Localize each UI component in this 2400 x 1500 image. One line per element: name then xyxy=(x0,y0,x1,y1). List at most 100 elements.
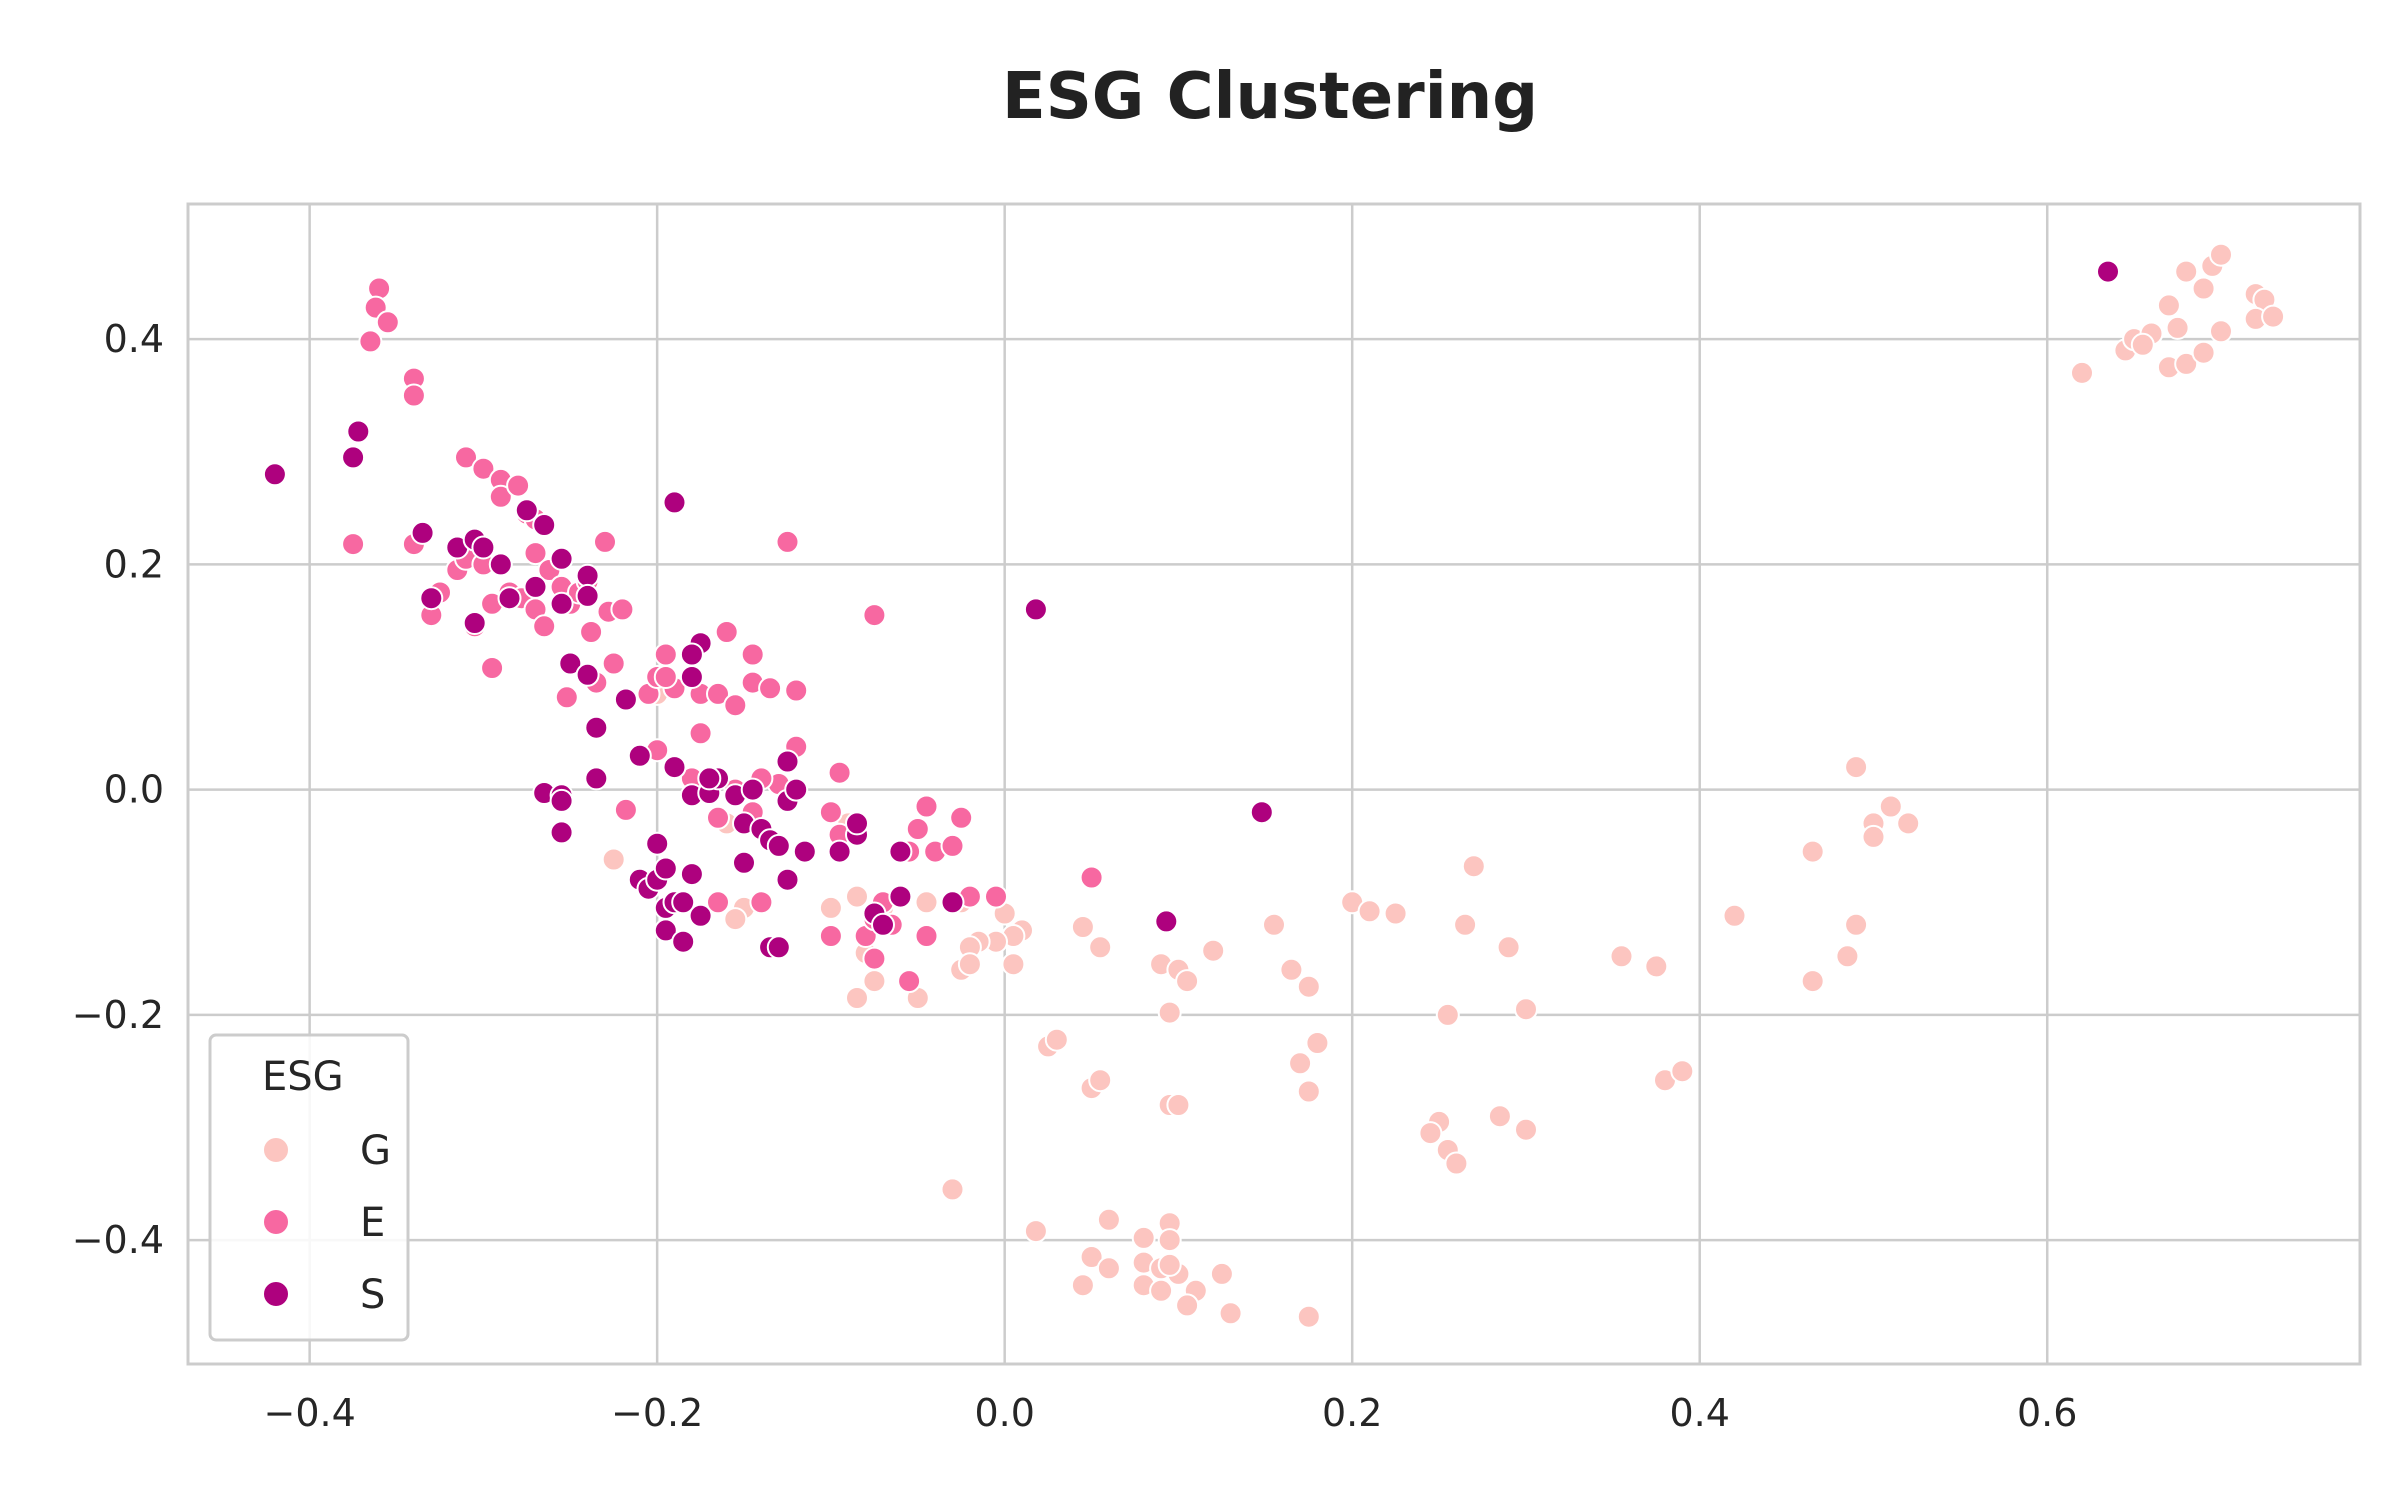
data-point-g xyxy=(1609,944,1634,969)
y-tick-label: −0.2 xyxy=(72,993,164,1037)
data-point-s xyxy=(613,687,638,712)
data-point-s xyxy=(766,833,791,858)
data-point-s xyxy=(471,535,496,560)
legend: ES G GES xyxy=(208,1033,410,1342)
data-point-s xyxy=(688,903,713,928)
x-tick-label: 0.2 xyxy=(1322,1391,1382,1435)
data-point-s xyxy=(775,867,800,892)
legend-marker-e xyxy=(262,1208,290,1236)
data-point-g xyxy=(1088,1068,1113,1093)
data-point-g xyxy=(2191,276,2216,301)
data-point-s xyxy=(871,912,895,937)
data-point-s xyxy=(1023,597,1048,622)
data-point-g xyxy=(723,907,748,932)
data-point-s xyxy=(1249,800,1274,825)
data-point-g xyxy=(1670,1059,1695,1084)
data-point-g xyxy=(1722,903,1747,928)
data-point-g xyxy=(1383,901,1408,926)
data-point-e xyxy=(358,329,383,354)
data-point-e xyxy=(758,676,783,701)
data-point-e xyxy=(488,484,513,509)
data-point-g xyxy=(1296,1304,1321,1329)
data-point-s xyxy=(662,490,687,515)
data-point-g xyxy=(2165,315,2190,340)
data-point-g xyxy=(1201,938,1226,963)
data-point-g xyxy=(1800,969,1825,994)
data-point-e xyxy=(706,805,730,830)
data-point-e xyxy=(784,678,809,703)
data-point-s xyxy=(740,777,765,802)
data-point-s xyxy=(784,777,809,802)
chart-title: ESG Clustering xyxy=(1002,60,1538,134)
data-point-e xyxy=(740,642,765,667)
data-point-g xyxy=(1435,1002,1460,1027)
data-point-e xyxy=(775,529,800,554)
data-point-e xyxy=(480,656,505,680)
data-point-s xyxy=(549,591,574,616)
data-point-e xyxy=(940,833,965,858)
data-point-g xyxy=(862,969,887,994)
data-point-e xyxy=(653,665,678,689)
data-point-g xyxy=(818,895,843,920)
data-point-e xyxy=(593,529,617,554)
data-point-g xyxy=(1444,1151,1469,1176)
x-tick-label: 0.6 xyxy=(2017,1391,2077,1435)
data-point-g xyxy=(1218,1301,1243,1326)
data-point-g xyxy=(1262,912,1286,937)
data-point-g xyxy=(1835,944,1860,969)
data-point-g xyxy=(1001,952,1026,977)
data-point-e xyxy=(523,541,548,566)
data-point-g xyxy=(845,884,869,909)
legend-label-s: S xyxy=(360,1272,385,1318)
data-point-e xyxy=(653,642,678,667)
data-point-g xyxy=(1644,954,1669,979)
data-point-e xyxy=(862,603,887,628)
data-point-e xyxy=(914,794,939,819)
data-point-g xyxy=(845,986,869,1010)
y-tick-label: 0.2 xyxy=(104,542,164,586)
data-point-e xyxy=(532,614,557,639)
data-point-s xyxy=(888,884,913,909)
data-point-s xyxy=(662,755,687,780)
data-point-e xyxy=(506,473,531,498)
legend-label-e: E xyxy=(360,1200,385,1246)
legend-label-g: G xyxy=(360,1128,391,1174)
data-point-g xyxy=(1070,915,1095,939)
data-point-e xyxy=(706,681,730,706)
x-tick-label: −0.2 xyxy=(611,1391,703,1435)
data-point-s xyxy=(410,520,435,545)
y-axis-ticks: 0.4 0.2 0.0 −0.2 −0.4 xyxy=(72,317,164,1262)
data-point-s xyxy=(575,563,600,588)
data-point-s xyxy=(1154,909,1179,934)
data-point-e xyxy=(984,884,1008,909)
data-point-s xyxy=(462,611,487,635)
legend-items: GES xyxy=(262,1128,391,1318)
data-point-g xyxy=(1514,1117,1538,1142)
data-point-s xyxy=(575,583,600,608)
data-point-g xyxy=(1305,1031,1330,1055)
data-point-g xyxy=(1044,1027,1069,1052)
data-point-s xyxy=(575,662,600,687)
data-point-g xyxy=(1296,1079,1321,1104)
data-point-s xyxy=(845,811,869,836)
y-tick-label: 0.4 xyxy=(104,317,164,361)
data-point-s xyxy=(262,462,287,487)
data-point-s xyxy=(346,419,371,444)
data-point-s xyxy=(549,546,574,571)
data-point-g xyxy=(1023,1219,1048,1244)
data-point-s xyxy=(671,890,696,915)
data-point-g xyxy=(1175,969,1200,994)
data-point-g xyxy=(1131,1225,1156,1250)
data-point-s xyxy=(653,918,678,943)
data-point-e xyxy=(714,620,739,644)
data-point-s xyxy=(532,513,557,537)
data-point-e xyxy=(579,620,604,644)
data-point-s xyxy=(766,935,791,960)
x-tick-label: 0.4 xyxy=(1669,1391,1729,1435)
data-point-g xyxy=(1209,1261,1234,1286)
data-point-e xyxy=(554,685,579,710)
data-point-e xyxy=(454,445,478,470)
data-point-s xyxy=(940,890,965,915)
data-point-e xyxy=(375,310,400,335)
scatter-points xyxy=(262,242,2286,1329)
